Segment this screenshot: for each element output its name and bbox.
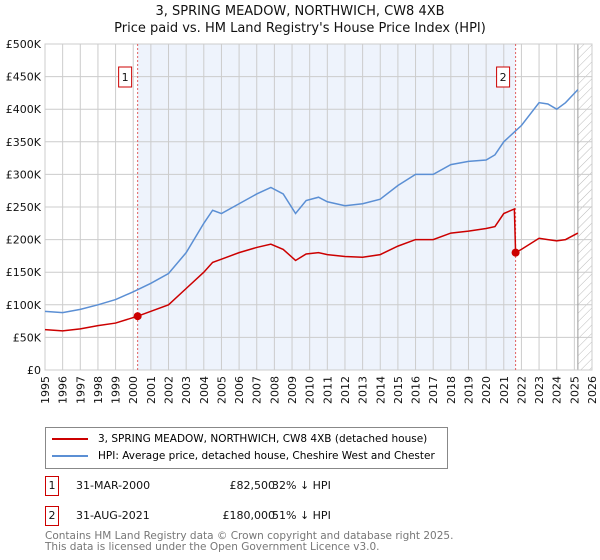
sale-marker-box (496, 66, 511, 88)
x-tick-label: 2008 (268, 376, 281, 404)
transaction-date: 31-AUG-2021 (76, 509, 150, 522)
y-tick-label: £0 (27, 364, 41, 377)
y-tick-label: £300K (6, 168, 42, 181)
x-tick-label: 2019 (462, 376, 475, 404)
legend: 3, SPRING MEADOW, NORTHWICH, CW8 4XB (de… (45, 427, 448, 469)
x-tick-label: 2022 (515, 376, 528, 404)
sale-marker-label: 1 (122, 71, 129, 84)
x-tick-label: 2025 (568, 376, 581, 404)
sale-marker-label: 2 (500, 71, 507, 84)
footer-copyright: Contains HM Land Registry data © Crown c… (45, 530, 454, 542)
x-tick-label: 2017 (427, 376, 440, 404)
y-tick-label: £400K (6, 103, 42, 116)
x-tick-label: 2014 (374, 376, 387, 404)
y-tick-label: £50K (13, 331, 42, 344)
x-tick-label: 2026 (586, 376, 599, 404)
transaction-badge: 1 (45, 476, 59, 496)
y-tick-label: £100K (6, 299, 42, 312)
x-tick-label: 2001 (145, 376, 158, 404)
x-tick-label: 2007 (251, 376, 264, 404)
sale-point (511, 248, 520, 257)
x-tick-label: 1998 (92, 376, 105, 404)
x-tick-label: 2016 (410, 376, 423, 404)
x-tick-label: 2024 (551, 376, 564, 404)
x-tick-label: 1999 (110, 376, 123, 404)
x-tick-label: 2015 (392, 376, 405, 404)
y-tick-label: £150K (6, 266, 42, 279)
x-tick-label: 1995 (39, 376, 52, 404)
x-tick-label: 2005 (215, 376, 228, 404)
x-tick-label: 2021 (498, 376, 511, 404)
legend-label-hpi: HPI: Average price, detached house, Ches… (98, 450, 435, 462)
transaction-price: £180,000 (222, 509, 276, 522)
transaction-date: 31-MAR-2000 (76, 479, 151, 492)
y-tick-label: £250K (6, 201, 42, 214)
x-tick-label: 2011 (321, 376, 334, 404)
sale-point (133, 312, 142, 321)
sale-marker-box (118, 66, 133, 88)
chart-subtitle: Price paid vs. HM Land Registry's House … (114, 21, 486, 36)
x-tick-label: 2020 (480, 376, 493, 404)
legend-swatch-hpi (52, 455, 88, 457)
x-tick-label: 2012 (339, 376, 352, 404)
transaction-delta: 51% ↓ HPI (272, 509, 331, 522)
hpi-line (44, 89, 579, 314)
y-tick-label: £350K (6, 136, 42, 149)
chart-title: 3, SPRING MEADOW, NORTHWICH, CW8 4XB (155, 4, 445, 19)
x-tick-label: 2013 (357, 376, 370, 404)
property-line (44, 207, 579, 332)
x-tick-label: 2002 (163, 376, 176, 404)
y-tick-label: £200K (6, 234, 42, 247)
x-tick-label: 2023 (533, 376, 546, 404)
transaction-delta: 32% ↓ HPI (272, 479, 331, 492)
x-tick-label: 1997 (74, 376, 87, 404)
y-tick-label: £450K (6, 71, 42, 84)
footer-licence: This data is licensed under the Open Gov… (45, 541, 380, 553)
legend-item-hpi: HPI: Average price, detached house, Ches… (52, 450, 435, 462)
legend-swatch-property (52, 438, 88, 440)
transaction-badge: 2 (45, 506, 59, 526)
chart-plot: 1995 1996 1997 1998 1999 2000 2001 2002 2003 2004… (6, 38, 599, 404)
x-tick-label: 2006 (233, 376, 246, 404)
transaction-price: £82,500 (229, 479, 276, 492)
x-tick-label: 2009 (286, 376, 299, 404)
y-tick-label: £500K (6, 38, 42, 51)
x-tick-label: 2004 (198, 376, 211, 404)
legend-item-property: 3, SPRING MEADOW, NORTHWICH, CW8 4XB (de… (52, 433, 427, 445)
x-tick-label: 2000 (127, 376, 140, 404)
legend-label-property: 3, SPRING MEADOW, NORTHWICH, CW8 4XB (de… (98, 433, 428, 445)
footer: Contains HM Land Registry data © Crown c… (45, 531, 453, 553)
x-tick-label: 2018 (445, 376, 458, 404)
plot-border (44, 43, 593, 371)
x-tick-label: 2003 (180, 376, 193, 404)
x-tick-label: 1996 (57, 376, 70, 404)
x-tick-label: 2010 (304, 376, 317, 404)
